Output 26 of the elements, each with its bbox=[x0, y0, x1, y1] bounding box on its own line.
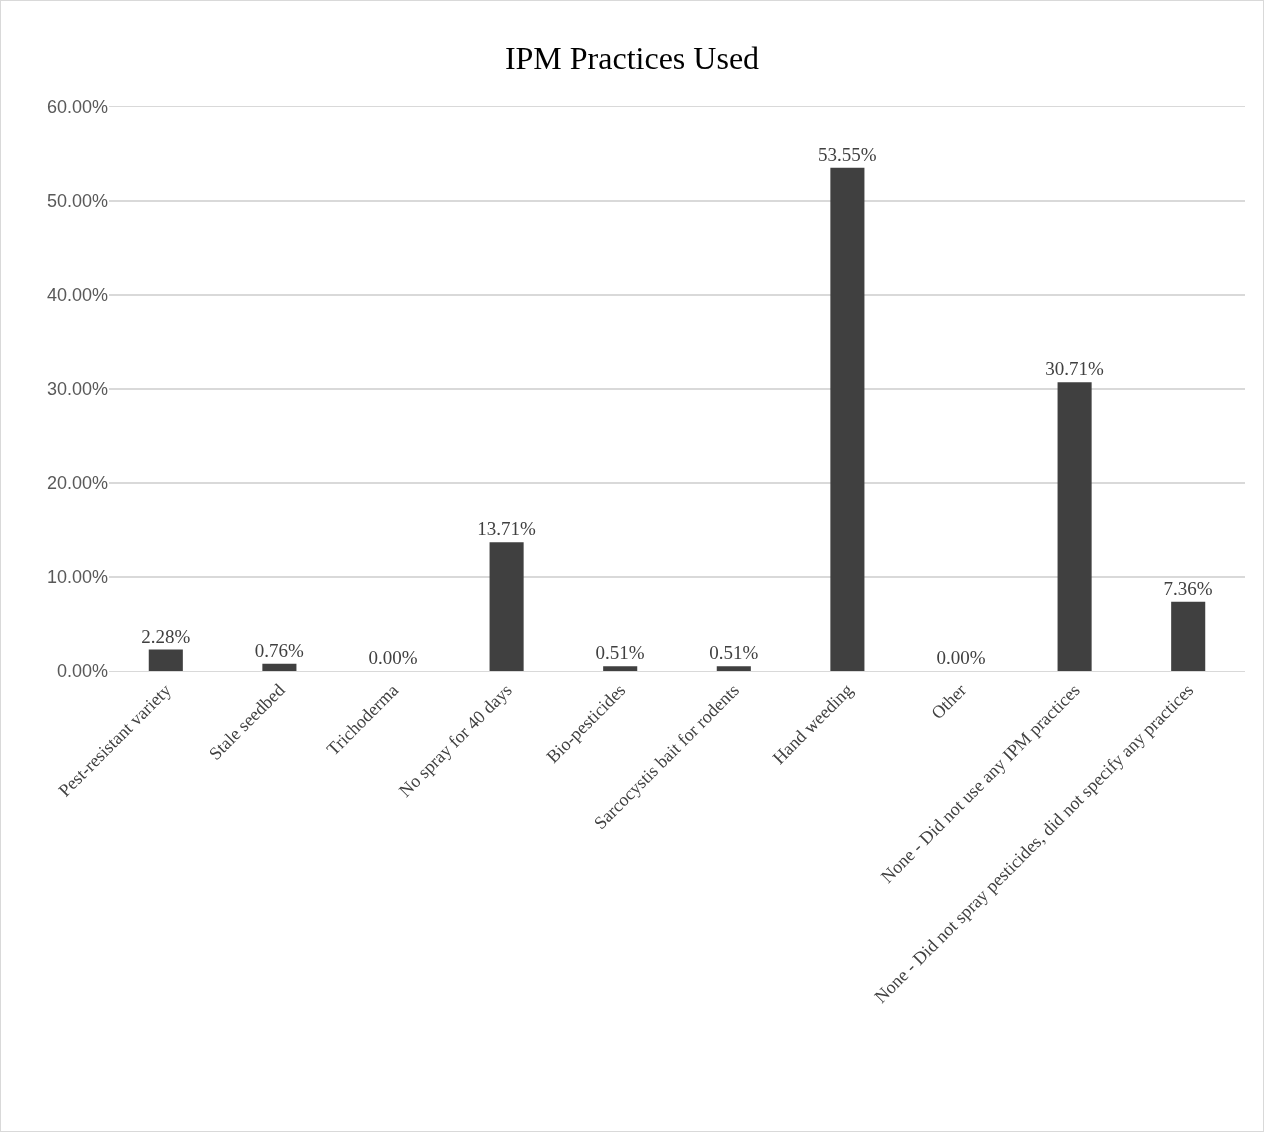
data-label: 0.00% bbox=[368, 647, 418, 668]
data-label: 13.71% bbox=[477, 518, 536, 540]
bar bbox=[603, 666, 638, 671]
bar bbox=[830, 167, 865, 671]
data-label: 0.76% bbox=[254, 639, 305, 661]
bar bbox=[262, 663, 297, 671]
data-label: 0.00% bbox=[936, 647, 986, 668]
data-label: 0.51% bbox=[709, 642, 759, 664]
y-tick-label: 50.00% bbox=[46, 191, 108, 212]
data-label: 7.36% bbox=[1163, 577, 1213, 599]
data-label: 0.51% bbox=[595, 642, 645, 664]
chart-title: IPM Practices Used bbox=[504, 39, 760, 76]
bar bbox=[489, 542, 524, 671]
y-tick-label: 10.00% bbox=[46, 567, 108, 588]
y-tick-label: 20.00% bbox=[46, 473, 108, 494]
bar bbox=[1057, 382, 1092, 671]
y-tick-label: 40.00% bbox=[46, 285, 108, 306]
y-tick-label: 30.00% bbox=[46, 379, 108, 400]
data-label: 53.55% bbox=[818, 143, 877, 165]
bar bbox=[716, 666, 751, 671]
y-tick-label: 0.00% bbox=[56, 661, 108, 682]
bar bbox=[148, 649, 183, 671]
data-label: 30.71% bbox=[1045, 358, 1104, 380]
data-label: 2.28% bbox=[141, 625, 191, 647]
bar bbox=[1171, 601, 1206, 671]
y-tick-label: 60.00% bbox=[46, 97, 108, 118]
